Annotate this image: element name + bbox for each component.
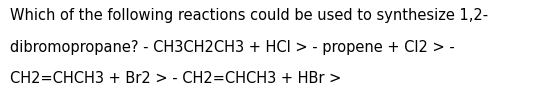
Text: CH2=CHCH3 + Br2 > - CH2=CHCH3 + HBr >: CH2=CHCH3 + Br2 > - CH2=CHCH3 + HBr > — [10, 71, 341, 86]
Text: dibromopropane? - CH3CH2CH3 + HCl > - propene + Cl2 > -: dibromopropane? - CH3CH2CH3 + HCl > - pr… — [10, 40, 455, 55]
Text: Which of the following reactions could be used to synthesize 1,2-: Which of the following reactions could b… — [10, 8, 488, 23]
